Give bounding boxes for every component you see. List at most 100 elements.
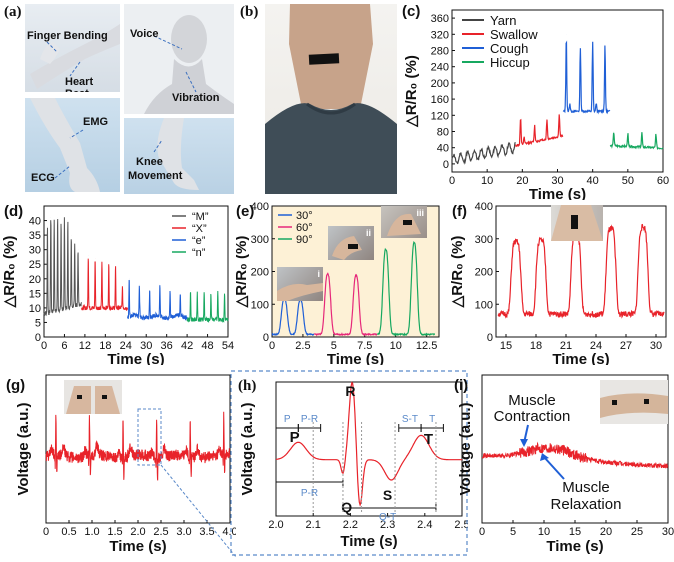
y-tick-label: 320 — [431, 29, 449, 41]
x-tick-label: 2.0 — [130, 526, 145, 538]
panel-g-wrist-photo — [64, 380, 122, 414]
legend-label-2: 90° — [296, 234, 313, 246]
x-tick-label: 42 — [181, 340, 193, 352]
panel-b-neck-photo — [265, 4, 397, 194]
y-tick-label: 360 — [431, 13, 449, 25]
ecg-annotation-9: P-R — [301, 488, 318, 499]
panel-c-label: (c) — [402, 3, 420, 20]
x-tick-label: 18 — [530, 340, 542, 352]
y-tick-label: 25 — [29, 259, 41, 271]
vibration-annotation: Vibration — [172, 92, 219, 104]
finger-bending-annotation: Finger Bending — [27, 30, 108, 42]
x-tick-label: 40 — [587, 175, 599, 187]
x-tick-label: 30 — [662, 526, 674, 538]
x-tick-label: 15 — [500, 340, 512, 352]
x-tick-label: 20 — [600, 526, 612, 538]
y-tick-label: 35 — [29, 230, 41, 242]
y-tick-label: 240 — [431, 62, 449, 74]
inset-ii-label: ii — [366, 228, 371, 238]
x-tick-label: 54 — [222, 340, 234, 352]
x-tick-label: 0 — [269, 340, 275, 352]
legend-label-1: Swallow — [490, 27, 538, 42]
contraction-label-1: Muscle — [508, 392, 556, 409]
y-tick-label: 40 — [29, 216, 41, 228]
x-tick-label: 0 — [41, 340, 47, 352]
panel-a-head-image: Voice Vibration — [124, 4, 234, 114]
x-tick-label: 60 — [657, 175, 669, 187]
legend-label-0: Yarn — [490, 13, 517, 28]
y-axis-label: △R/R₀ (%) — [449, 236, 466, 309]
y-tick-label: 15 — [29, 288, 41, 300]
y-tick-label: 160 — [431, 94, 449, 106]
series-1-line — [82, 259, 128, 311]
y-tick-label: 280 — [431, 46, 449, 58]
ecg-annotation-8: T — [429, 414, 435, 425]
x-tick-label: 20 — [516, 175, 528, 187]
panel-e-inset-i-photo: i — [277, 267, 323, 301]
x-tick-label: 50 — [622, 175, 634, 187]
y-tick-label: 30 — [29, 245, 41, 257]
y-tick-label: 0 — [35, 332, 41, 344]
panel-i-arm-photo — [600, 380, 668, 424]
relaxation-label-2: Relaxation — [551, 496, 622, 513]
series-2-line — [128, 280, 188, 320]
x-tick-label: 0.5 — [61, 526, 76, 538]
x-tick-label: 2.1 — [306, 519, 321, 531]
knee-annotation: Knee — [136, 156, 163, 168]
contraction-label-2: Contraction — [494, 408, 571, 425]
legend-label-3: “n” — [192, 247, 206, 259]
y-tick-label: 200 — [475, 267, 493, 279]
y-tick-label: 10 — [29, 303, 41, 315]
y-axis-label: △R/R₀ (%) — [1, 236, 18, 309]
panel-g-label: (g) — [6, 377, 25, 394]
ecg-annotation-4: T — [424, 431, 433, 448]
x-tick-label: 2.5 — [153, 526, 168, 538]
x-axis-label: Time (s) — [107, 351, 164, 365]
y-tick-label: 300 — [475, 234, 493, 246]
panel-a-label: (a) — [4, 4, 22, 21]
x-tick-label: 10 — [390, 340, 402, 352]
y-axis-label: Voltage (a.u.) — [457, 402, 474, 495]
x-tick-label: 0 — [479, 526, 485, 538]
y-tick-label: 400 — [475, 201, 493, 213]
x-tick-label: 2.2 — [343, 519, 358, 531]
x-tick-label: 2.5 — [295, 340, 310, 352]
series-0-line — [44, 217, 81, 315]
panel-i-label: (i) — [454, 377, 468, 394]
legend-label-2: Cough — [490, 41, 528, 56]
inset-iii-label: iii — [416, 208, 424, 218]
x-axis-label: Time (s) — [109, 538, 166, 555]
y-axis-label: Voltage (a.u.) — [239, 402, 256, 495]
y-tick-label: 200 — [431, 78, 449, 90]
x-tick-label: 2.4 — [417, 519, 432, 531]
x-tick-label: 0 — [449, 175, 455, 187]
ecg-annotation-5: P — [284, 414, 291, 425]
panel-a-arm-image: Finger Bending Heart Beat — [25, 4, 120, 92]
contraction-arrowhead — [520, 439, 528, 447]
x-axis-label: Time (s) — [546, 538, 603, 555]
inset-i-label: i — [317, 269, 320, 279]
x-tick-label: 1.5 — [107, 526, 122, 538]
panel-a-hand-image: EMG ECG — [25, 98, 120, 192]
legend-label-0: “M” — [192, 211, 209, 223]
y-tick-label: 5 — [35, 317, 41, 329]
x-axis-label: Time (s) — [327, 351, 384, 365]
y-tick-label: 300 — [251, 234, 269, 246]
y-tick-label: 80 — [437, 127, 449, 139]
x-axis-label: Time (s) — [529, 186, 586, 200]
y-tick-label: 0 — [263, 332, 269, 344]
ecg-annotation-6: P-R — [301, 414, 318, 425]
panel-b-label: (b) — [240, 4, 258, 21]
relaxation-label-1: Muscle — [562, 479, 610, 496]
y-tick-label: 20 — [29, 274, 41, 286]
x-tick-label: 12.5 — [416, 340, 437, 352]
y-tick-label: 0 — [487, 332, 493, 344]
x-tick-label: 1.0 — [84, 526, 99, 538]
y-tick-label: 0 — [443, 159, 449, 171]
series-0-line — [452, 142, 515, 163]
x-tick-label: 6 — [61, 340, 67, 352]
panel-f-label: (f) — [452, 203, 467, 220]
y-tick-label: 200 — [251, 267, 269, 279]
